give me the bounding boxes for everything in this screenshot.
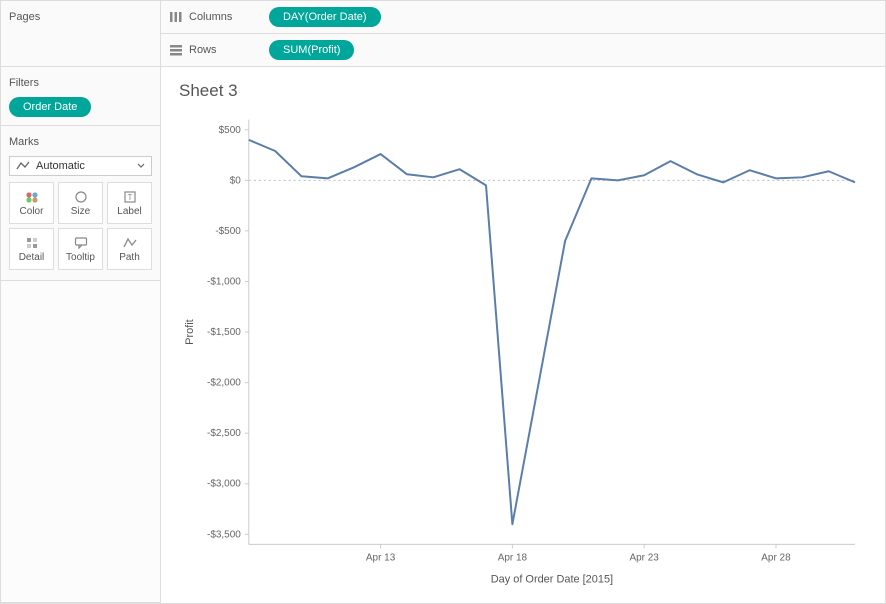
marks-size-label: Size <box>71 206 90 217</box>
marks-path-label: Path <box>119 252 140 263</box>
svg-text:Apr 18: Apr 18 <box>498 552 528 563</box>
rows-icon <box>169 44 183 56</box>
tooltip-icon <box>73 236 89 250</box>
sidebar-blank <box>1 281 160 603</box>
svg-text:-$2,500: -$2,500 <box>207 428 241 439</box>
svg-text:Apr 13: Apr 13 <box>366 552 396 563</box>
svg-text:-$2,000: -$2,000 <box>207 378 241 389</box>
path-icon <box>122 236 138 250</box>
svg-text:$500: $500 <box>219 125 242 136</box>
columns-label: Columns <box>189 11 232 23</box>
svg-text:Day of Order Date [2015]: Day of Order Date [2015] <box>491 573 613 585</box>
columns-pill-day-order-date[interactable]: DAY(Order Date) <box>269 7 381 27</box>
profit-line-chart[interactable]: $500 $0 -$500 -$1,000 -$1,500 -$2,000 -$2,500 -… <box>179 107 867 591</box>
columns-icon <box>169 11 183 23</box>
svg-text:-$500: -$500 <box>215 226 241 237</box>
svg-text:-$3,500: -$3,500 <box>207 529 241 540</box>
size-icon <box>73 190 89 204</box>
detail-icon <box>24 236 40 250</box>
marks-label: Marks <box>9 132 152 154</box>
color-icon <box>24 190 40 204</box>
label-icon: T <box>122 190 138 204</box>
viz-area: Sheet 3 $500 $0 -$500 -$1,000 -$1,500 -$2,000… <box>161 67 885 603</box>
chevron-down-icon <box>137 163 145 169</box>
marks-detail-label: Detail <box>19 252 45 263</box>
svg-text:$0: $0 <box>230 175 242 186</box>
rows-shelf[interactable]: Rows SUM(Profit) <box>161 34 885 67</box>
svg-text:-$1,500: -$1,500 <box>207 327 241 338</box>
marks-type-text: Automatic <box>36 160 85 172</box>
svg-text:-$1,000: -$1,000 <box>207 276 241 287</box>
marks-detail[interactable]: Detail <box>9 228 54 270</box>
marks-color[interactable]: Color <box>9 182 54 224</box>
svg-text:-$3,000: -$3,000 <box>207 479 241 490</box>
svg-text:Profit: Profit <box>184 319 196 345</box>
line-icon <box>16 161 30 171</box>
pages-label: Pages <box>9 7 152 29</box>
marks-color-label: Color <box>20 206 44 217</box>
rows-pill-sum-profit[interactable]: SUM(Profit) <box>269 40 354 60</box>
marks-path[interactable]: Path <box>107 228 152 270</box>
marks-label-label: Label <box>117 206 141 217</box>
svg-text:Apr 28: Apr 28 <box>761 552 791 563</box>
svg-text:Apr 23: Apr 23 <box>629 552 659 563</box>
columns-shelf[interactable]: Columns DAY(Order Date) <box>161 1 885 34</box>
filters-label: Filters <box>9 73 152 95</box>
marks-type-dropdown[interactable]: Automatic <box>9 156 152 176</box>
marks-tooltip[interactable]: Tooltip <box>58 228 103 270</box>
svg-text:T: T <box>127 193 132 202</box>
marks-label[interactable]: T Label <box>107 182 152 224</box>
marks-size[interactable]: Size <box>58 182 103 224</box>
sheet-title[interactable]: Sheet 3 <box>179 81 867 101</box>
rows-label: Rows <box>189 44 217 56</box>
marks-tooltip-label: Tooltip <box>66 252 95 263</box>
filter-pill-order-date[interactable]: Order Date <box>9 97 91 117</box>
